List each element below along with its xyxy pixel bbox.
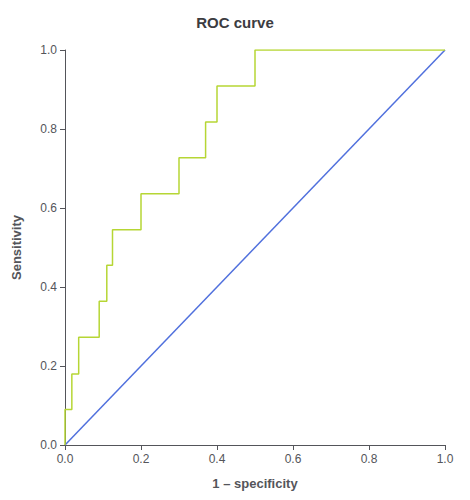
svg-text:Sensitivity: Sensitivity bbox=[9, 214, 24, 280]
svg-text:0.4: 0.4 bbox=[209, 452, 226, 466]
svg-text:ROC curve: ROC curve bbox=[196, 14, 274, 31]
svg-text:0.6: 0.6 bbox=[285, 452, 302, 466]
svg-text:1.0: 1.0 bbox=[437, 452, 454, 466]
svg-text:0.8: 0.8 bbox=[361, 452, 378, 466]
svg-text:0.2: 0.2 bbox=[40, 359, 57, 373]
svg-text:0.0: 0.0 bbox=[57, 452, 74, 466]
svg-text:0.8: 0.8 bbox=[40, 122, 57, 136]
svg-text:1.0: 1.0 bbox=[40, 43, 57, 57]
svg-text:1 – specificity: 1 – specificity bbox=[212, 476, 298, 491]
svg-text:0.6: 0.6 bbox=[40, 201, 57, 215]
svg-text:0.2: 0.2 bbox=[133, 452, 150, 466]
svg-text:0.4: 0.4 bbox=[40, 280, 57, 294]
svg-text:0.0: 0.0 bbox=[40, 438, 57, 452]
